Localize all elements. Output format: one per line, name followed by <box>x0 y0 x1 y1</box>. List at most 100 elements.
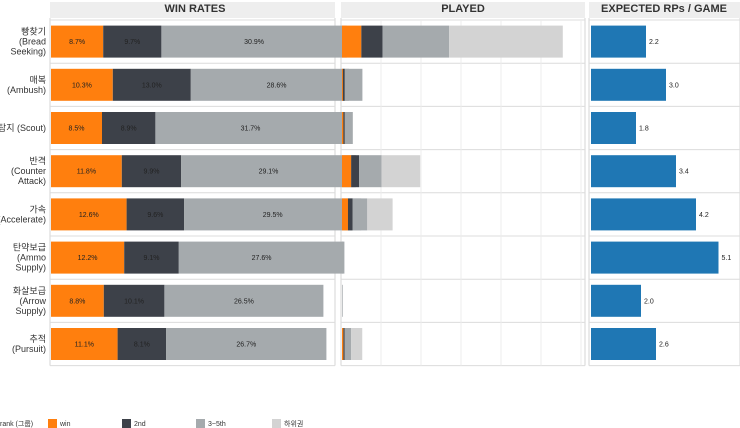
winrate-value-label: 10.3% <box>72 82 92 89</box>
winrate-bar-win <box>51 284 104 317</box>
winrate-bar-win <box>51 241 125 274</box>
winrate-bar-win <box>51 198 127 231</box>
panel-title-win-rates: WIN RATES <box>165 3 226 15</box>
winrate-bar-3~5th <box>181 155 356 188</box>
category-label: 추적 (Pursuit) <box>12 333 46 354</box>
winrate-value-label: 27.6% <box>252 255 272 262</box>
winrate-value-label: 8.1% <box>134 342 150 349</box>
category-labels: 빵찾기 (Bread Seeking) 매복 (Ambush) 탐지 (Scout) 반격(… <box>0 27 46 354</box>
expected-rp-value-label: 2.2 <box>649 39 659 46</box>
winrate-value-label: 26.7% <box>236 342 256 349</box>
panel-title-played: PLAYED <box>441 3 485 15</box>
winrate-bar-2nd <box>121 155 182 188</box>
played-bar-2nd <box>347 198 353 231</box>
played-bar-win <box>342 198 348 231</box>
played-bar-하위권 <box>449 25 563 58</box>
winrate-bar-2nd <box>117 328 167 360</box>
expected-rp-bar <box>591 198 696 231</box>
played-bar-2nd <box>361 25 383 58</box>
winrate-bar-3~5th <box>155 112 346 144</box>
winrate-value-label: 29.5% <box>263 212 283 219</box>
category-label: 탄약보급 (Ammo Supply) <box>13 242 46 273</box>
winrate-bar-3~5th <box>166 328 327 360</box>
winrate-bar-win <box>51 25 104 58</box>
winrate-value-label: 11.1% <box>75 342 94 349</box>
expected-rp-value-label: 4.2 <box>699 212 709 219</box>
winrate-bar-2nd <box>103 284 165 317</box>
winrate-bar-3~5th <box>190 68 363 101</box>
winrate-value-label: 11.8% <box>77 169 96 176</box>
legend-swatch-3~5th <box>196 419 205 428</box>
legend-label-win: win <box>59 421 71 428</box>
played-bar-2nd <box>343 328 345 360</box>
winrate-value-label: 9.6% <box>147 212 163 219</box>
played-bar-win <box>342 25 362 58</box>
played-bar-3~5th <box>344 112 353 144</box>
winrate-bar-3~5th <box>164 284 324 317</box>
category-label: 빵찾기 (Bread Seeking) <box>10 27 46 57</box>
expected-rp-value-label: 1.8 <box>639 126 649 133</box>
winrate-value-label: 28.6% <box>267 82 287 89</box>
played-bar-3~5th <box>352 198 368 231</box>
legend: rank (그룹) win 2nd 3~5th 하위권 <box>0 419 303 428</box>
winrate-bar-2nd <box>124 241 179 274</box>
category-label: 탐지 (Scout) <box>0 122 46 133</box>
winrate-bar-win <box>51 155 122 188</box>
winrate-value-label: 8.9% <box>121 126 137 133</box>
category-label: 가속 (Accelerate) <box>0 204 46 224</box>
winrate-bar-2nd <box>102 112 156 144</box>
panel-headers: WIN RATES PLAYED EXPECTED RPs / GAME <box>165 3 727 15</box>
panel-header-band-expected <box>589 2 740 18</box>
winrate-value-label: 30.9% <box>244 39 264 46</box>
legend-swatch-2nd <box>122 419 131 428</box>
panel-header-band-played <box>341 2 585 18</box>
winrate-value-label: 8.8% <box>69 298 85 305</box>
played-bar-하위권 <box>367 198 393 231</box>
expected-rp-bar <box>591 25 646 58</box>
expected-rp-value-label: 2.6 <box>659 342 669 349</box>
winrate-bar-win <box>51 68 113 101</box>
winrate-bar-3~5th <box>161 25 347 58</box>
played-bar-win <box>342 328 344 360</box>
legend-label-하위권: 하위권 <box>284 419 303 428</box>
winrate-bar-3~5th <box>184 198 362 231</box>
winrate-value-label: 9.1% <box>144 255 160 262</box>
panel-backgrounds <box>49 2 740 366</box>
legend-label-2nd: 2nd <box>134 421 146 428</box>
winrate-bar-win <box>51 112 102 144</box>
category-label: 화살보급 (Arrow Supply) <box>13 286 47 316</box>
category-label: 매복 (Ambush) <box>7 75 46 95</box>
category-label: 반격 (Counter Attack) <box>11 155 46 186</box>
bars: 8.7% 9.7% 30.9% 2.2 10.3% 13.0% 28.6% 3.0 8.5% 8.… <box>51 25 731 360</box>
expected-rp-bar <box>591 112 636 144</box>
winrate-value-label: 13.0% <box>142 82 162 89</box>
played-bar-win <box>342 155 352 188</box>
panel-title-expected: EXPECTED RPs / GAME <box>601 3 727 15</box>
played-bar-3~5th <box>359 155 382 188</box>
played-bar-2nd <box>343 112 345 144</box>
legend-label-3~5th: 3~5th <box>208 421 226 428</box>
played-bar-win <box>342 112 344 144</box>
expected-rp-value-label: 3.4 <box>679 169 689 176</box>
expected-rp-value-label: 3.0 <box>669 82 679 89</box>
played-bar-하위권 <box>351 328 363 360</box>
legend-title: rank (그룹) <box>0 420 33 428</box>
expected-rp-bar <box>591 68 666 101</box>
played-bar-2nd <box>351 155 360 188</box>
played-bar-하위권 <box>381 155 421 188</box>
played-bar-3~5th <box>344 328 352 360</box>
winrate-value-label: 9.9% <box>144 169 160 176</box>
played-bar-2nd <box>342 68 345 101</box>
winrate-value-label: 9.7% <box>124 39 140 46</box>
winrate-value-label: 26.5% <box>234 298 254 305</box>
played-bar-3~5th <box>342 284 343 317</box>
played-bar-3~5th <box>382 25 450 58</box>
gridlines <box>50 19 740 367</box>
winrate-bar-2nd <box>112 68 191 101</box>
winrate-value-label: 29.1% <box>259 169 279 176</box>
winrate-value-label: 12.2% <box>78 255 98 262</box>
played-bar-win <box>342 68 343 101</box>
expected-rp-bar <box>591 284 641 317</box>
played-bar-3~5th <box>344 68 349 101</box>
